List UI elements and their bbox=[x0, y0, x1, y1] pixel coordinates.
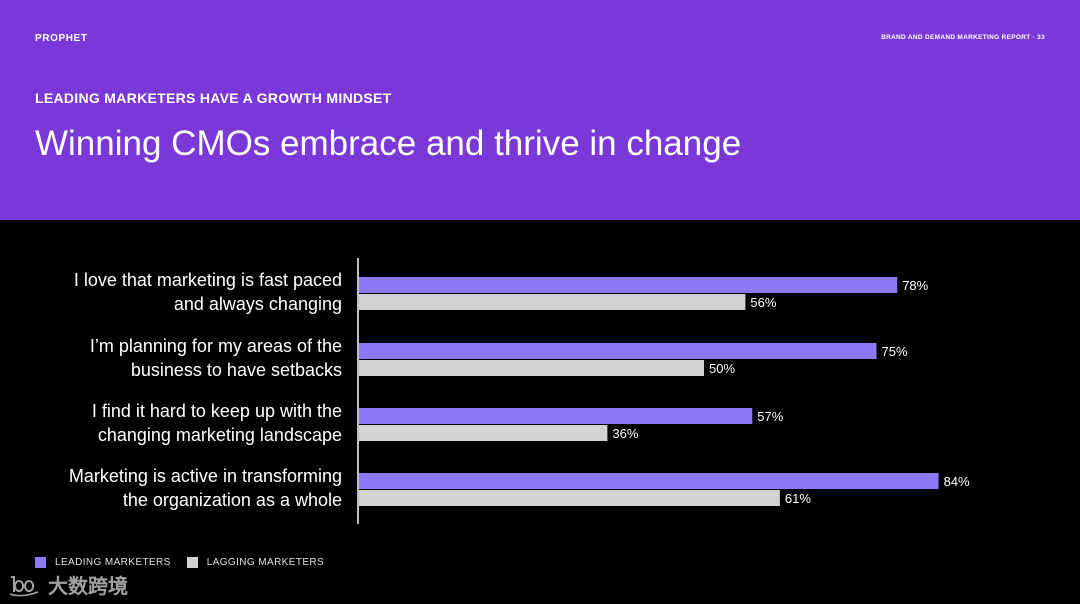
data-label: 36% bbox=[612, 426, 638, 441]
data-label: 84% bbox=[944, 474, 970, 489]
legend-label-lagging: LAGGING MARKETERS bbox=[206, 557, 325, 568]
legend-swatch-leading bbox=[35, 557, 46, 568]
data-label: 78% bbox=[902, 278, 928, 293]
category-label: I find it hard to keep up with the changi… bbox=[92, 401, 342, 445]
bar-lagging bbox=[359, 294, 746, 310]
legend-swatch-lagging bbox=[186, 557, 198, 568]
watermark: 大数跨境 bbox=[8, 570, 128, 599]
legend-item-lagging: LAGGING MARKETERS bbox=[186, 557, 325, 568]
data-label: 56% bbox=[750, 295, 776, 310]
bar-leading bbox=[359, 277, 898, 293]
watermark-logo-icon bbox=[9, 575, 39, 596]
chart-legend: LEADING MARKETERS LAGGING MARKETERS bbox=[35, 557, 340, 568]
section-eyebrow: LEADING MARKETERS HAVE A GROWTH MINDSET bbox=[35, 90, 392, 106]
data-label: 57% bbox=[757, 409, 783, 424]
hero-banner: PROPHET BRAND AND DEMAND MARKETING REPOR… bbox=[0, 0, 1080, 220]
bar-leading bbox=[359, 473, 939, 489]
data-label: 75% bbox=[882, 344, 908, 359]
data-label: 61% bbox=[785, 491, 811, 506]
report-page-label: BRAND AND DEMAND MARKETING REPORT · 33 bbox=[881, 34, 1045, 41]
legend-item-leading: LEADING MARKETERS bbox=[35, 557, 171, 568]
page-title: Winning CMOs embrace and thrive in chang… bbox=[35, 124, 742, 163]
bar-lagging bbox=[359, 360, 704, 376]
data-label: 50% bbox=[709, 361, 735, 376]
watermark-text: 大数跨境 bbox=[48, 576, 128, 598]
legend-label-leading: LEADING MARKETERS bbox=[55, 557, 171, 568]
bar-lagging bbox=[359, 425, 608, 441]
category-label: Marketing is active in transforming the o… bbox=[69, 466, 342, 510]
brand-logo: PROPHET bbox=[35, 33, 88, 44]
bar-leading bbox=[359, 408, 753, 424]
bar-lagging bbox=[359, 490, 780, 506]
category-label: I’m planning for my areas of the business… bbox=[90, 336, 342, 380]
bar-leading bbox=[359, 343, 877, 359]
category-label: I love that marketing is fast paced and a… bbox=[74, 270, 342, 314]
